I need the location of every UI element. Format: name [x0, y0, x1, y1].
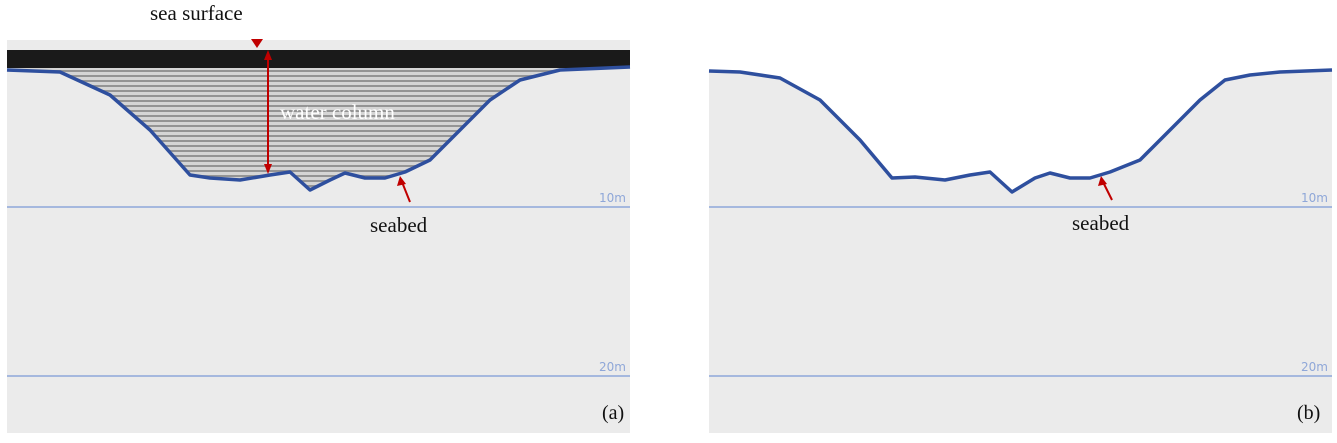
seabed-arrow — [1102, 181, 1113, 201]
annotation: water column — [280, 100, 395, 124]
panel-a: sea surface water column seabed 10m 20m … — [6, 1, 631, 433]
surface-band — [7, 50, 630, 68]
panel-b: seabed 10m 20m (b) — [708, 40, 1333, 433]
depth-label: 10m — [1301, 191, 1328, 205]
annotation: sea surface — [150, 1, 243, 25]
water-column-area — [7, 52, 630, 190]
depth-label: 20m — [1301, 360, 1328, 374]
annotation: seabed — [370, 213, 428, 237]
seabed-line — [6, 65, 631, 192]
depth-label: 10m — [599, 191, 626, 205]
depth-label: 20m — [599, 360, 626, 374]
annotation: seabed — [1072, 211, 1130, 235]
seabed-line — [708, 68, 1333, 194]
arrow-head — [397, 176, 406, 186]
panel-label: (a) — [602, 402, 624, 424]
seabed-arrow — [401, 181, 411, 203]
water-removed — [709, 40, 1332, 192]
sea-surface-marker — [251, 39, 263, 48]
panel-label: (b) — [1297, 402, 1320, 424]
arrow-head — [1098, 176, 1107, 186]
